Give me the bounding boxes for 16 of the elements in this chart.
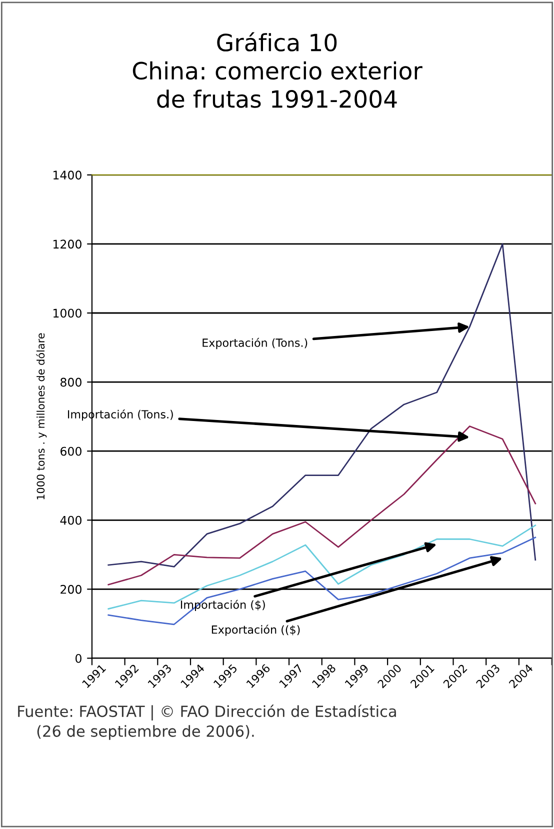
source-note: Fuente: FAOSTAT | © FAO Dirección de Estadística (26 de septiembre de 2006). <box>18 704 396 740</box>
y-tick-label: 800 <box>60 378 82 387</box>
y-tick-label: 600 <box>60 446 82 456</box>
annotation: Exportación (Tons.) <box>202 338 308 350</box>
chart-title: Gráfica 10 China: comercio exterior de frutas 1991-2004 <box>132 32 422 108</box>
annotation: Exportación (($) <box>212 624 300 636</box>
y-tick-label: 400 <box>60 516 82 525</box>
y-axis-title: 1000 tons . y millones de dólare <box>36 333 47 500</box>
y-tick-label: 1400 <box>53 170 82 180</box>
line-series <box>108 536 536 626</box>
line-series <box>108 426 536 586</box>
y-tick-label: 1200 <box>53 240 82 249</box>
y-tick-label: 1000 <box>53 308 82 318</box>
line-series <box>108 524 536 610</box>
y-tick-label: 200 <box>60 584 82 594</box>
y-tick-label: 0 <box>76 654 82 663</box>
